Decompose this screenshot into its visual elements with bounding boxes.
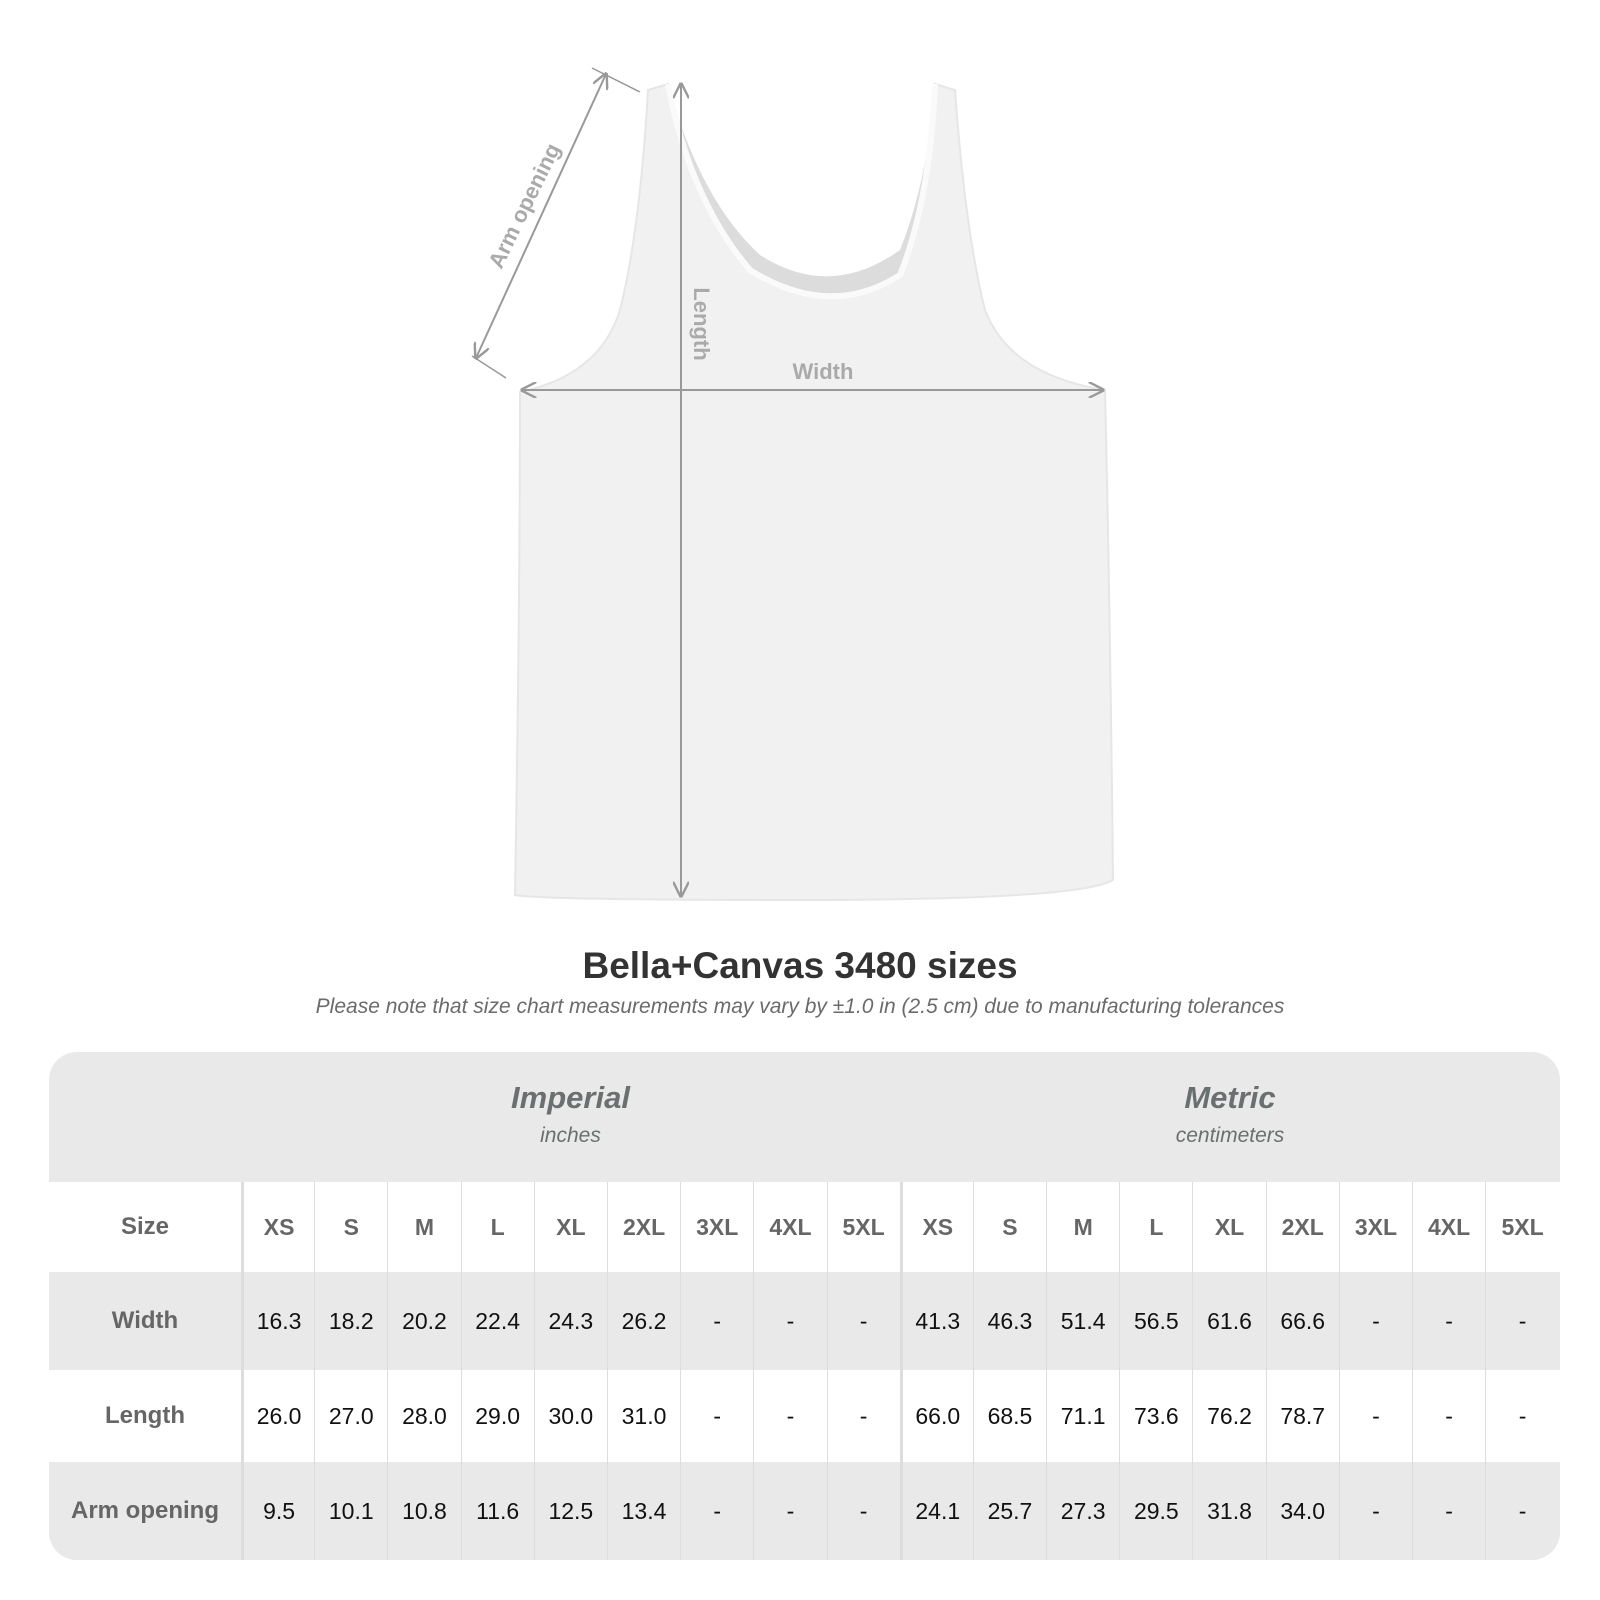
size-header-cell: 4XL [1412, 1182, 1485, 1272]
metric-value-cell: 29.5 [1119, 1462, 1192, 1560]
imperial-value-cell: - [680, 1462, 753, 1560]
metric-value-cell: 61.6 [1192, 1272, 1265, 1370]
imperial-value-cell: 28.0 [387, 1370, 460, 1462]
imperial-value-cell: 20.2 [387, 1272, 460, 1370]
imperial-value-cell: 16.3 [241, 1272, 314, 1370]
size-header-cell: 2XL [606, 1182, 680, 1272]
tolerance-note: Please note that size chart measurements… [315, 995, 1285, 1018]
imperial-value-cell: - [753, 1370, 826, 1462]
table-row: Width 16.3 18.2 20.2 22.4 24.3 26.2- - -41.3 46.3… [49, 1272, 1560, 1370]
metric-value-cell: 34.0 [1265, 1462, 1339, 1560]
tank-top-diagram: Arm opening Length Width [471, 67, 1115, 902]
imperial-value-cell: - [680, 1272, 753, 1370]
metric-value-cell: 66.6 [1265, 1272, 1339, 1370]
arm-opening-arrow [476, 74, 606, 358]
row-label: Length [105, 1402, 185, 1429]
metric-value-cell: 24.1 [899, 1462, 973, 1560]
row-label: Size [120, 1213, 170, 1240]
imperial-value-cell: - [826, 1370, 900, 1462]
imperial-value-cell: - [753, 1272, 826, 1370]
imperial-value-cell: 27.0 [314, 1370, 387, 1462]
imperial-value-cell: 29.0 [460, 1370, 534, 1462]
metric-value-cell: - [1412, 1272, 1485, 1370]
metric-header: Metric centimeters [900, 1052, 1560, 1182]
metric-value-cell: 51.4 [1046, 1272, 1119, 1370]
imperial-unit: inches [540, 1124, 601, 1147]
width-label: Width [793, 359, 854, 384]
metric-value-cell: 56.5 [1119, 1272, 1192, 1370]
metric-value-cell: 68.5 [972, 1370, 1046, 1462]
metric-value-cell: - [1338, 1272, 1412, 1370]
size-header-cell: L [1119, 1182, 1192, 1272]
size-header-cell: XS [899, 1182, 973, 1272]
size-header-cell: M [387, 1182, 460, 1272]
size-header-cell: S [314, 1182, 387, 1272]
row-label: Arm opening [71, 1497, 219, 1524]
imperial-value-cell: 24.3 [533, 1272, 607, 1370]
size-header-cell: L [460, 1182, 534, 1272]
metric-value-cell: 78.7 [1265, 1370, 1339, 1462]
length-label: Length [689, 287, 714, 360]
tank-top-image [513, 82, 1115, 902]
metric-value-cell: - [1485, 1462, 1559, 1560]
imperial-value-cell: 22.4 [460, 1272, 534, 1370]
page-title: Bella+Canvas 3480 sizes [582, 945, 1018, 986]
size-header-cell: 4XL [753, 1182, 826, 1272]
size-header-cell: S [972, 1182, 1046, 1272]
imperial-value-cell: 10.1 [314, 1462, 387, 1560]
imperial-value-cell: 10.8 [387, 1462, 460, 1560]
imperial-value-cell: 26.0 [241, 1370, 314, 1462]
metric-value-cell: - [1338, 1462, 1412, 1560]
metric-unit: centimeters [1175, 1124, 1285, 1147]
size-header-cell: XL [533, 1182, 607, 1272]
metric-value-cell: 46.3 [972, 1272, 1046, 1370]
metric-value-cell: 27.3 [1046, 1462, 1119, 1560]
imperial-value-cell: - [753, 1462, 826, 1560]
size-header-cell: 5XL [1485, 1182, 1559, 1272]
imperial-value-cell: - [826, 1272, 900, 1370]
imperial-value-cell: - [826, 1462, 900, 1560]
size-header-cell: 2XL [1265, 1182, 1339, 1272]
table-row: Length 26.0 27.0 28.0 29.0 30.0 31.0- - -66.0 68.… [49, 1370, 1560, 1462]
imperial-value-cell: 30.0 [533, 1370, 607, 1462]
metric-value-cell: - [1412, 1370, 1485, 1462]
size-header-cell: 3XL [680, 1182, 753, 1272]
metric-value-cell: 71.1 [1046, 1370, 1119, 1462]
metric-value-cell: 66.0 [899, 1370, 973, 1462]
metric-value-cell: 25.7 [972, 1462, 1046, 1560]
imperial-value-cell: - [680, 1370, 753, 1462]
imperial-title: Imperial [511, 1080, 630, 1115]
metric-value-cell: - [1485, 1272, 1559, 1370]
imperial-value-cell: 31.0 [606, 1370, 680, 1462]
size-header-row: Size XS S M L XL 2XL 3XL 4XL 5XL XS S M L XL 2XL 3XL 4XL 5… [49, 1182, 1560, 1272]
imperial-value-cell: 9.5 [241, 1462, 314, 1560]
size-header-cell: 3XL [1338, 1182, 1412, 1272]
metric-value-cell: - [1412, 1462, 1485, 1560]
imperial-value-cell: 18.2 [314, 1272, 387, 1370]
table-row: Arm opening 9.5 10.1 10.8 11.6 12.5 13.4- - -24.… [49, 1462, 1560, 1560]
imperial-value-cell: 12.5 [533, 1462, 607, 1560]
row-label: Width [111, 1307, 179, 1334]
size-header-cell: M [1046, 1182, 1119, 1272]
imperial-value-cell: 26.2 [606, 1272, 680, 1370]
imperial-header: Imperial inches [241, 1052, 900, 1182]
size-header-cell: XL [1192, 1182, 1265, 1272]
imperial-value-cell: 13.4 [606, 1462, 680, 1560]
metric-value-cell: - [1338, 1370, 1412, 1462]
metric-value-cell: 73.6 [1119, 1370, 1192, 1462]
metric-value-cell: 31.8 [1192, 1462, 1265, 1560]
metric-title: Metric [1184, 1080, 1276, 1115]
size-header-cell: 5XL [826, 1182, 900, 1272]
imperial-value-cell: 11.6 [460, 1462, 534, 1560]
metric-value-cell: 41.3 [899, 1272, 973, 1370]
metric-value-cell: 76.2 [1192, 1370, 1265, 1462]
size-header-cell: XS [241, 1182, 314, 1272]
metric-value-cell: - [1485, 1370, 1559, 1462]
size-table: Imperial inches Metric centimeters Size X… [49, 1052, 1560, 1560]
